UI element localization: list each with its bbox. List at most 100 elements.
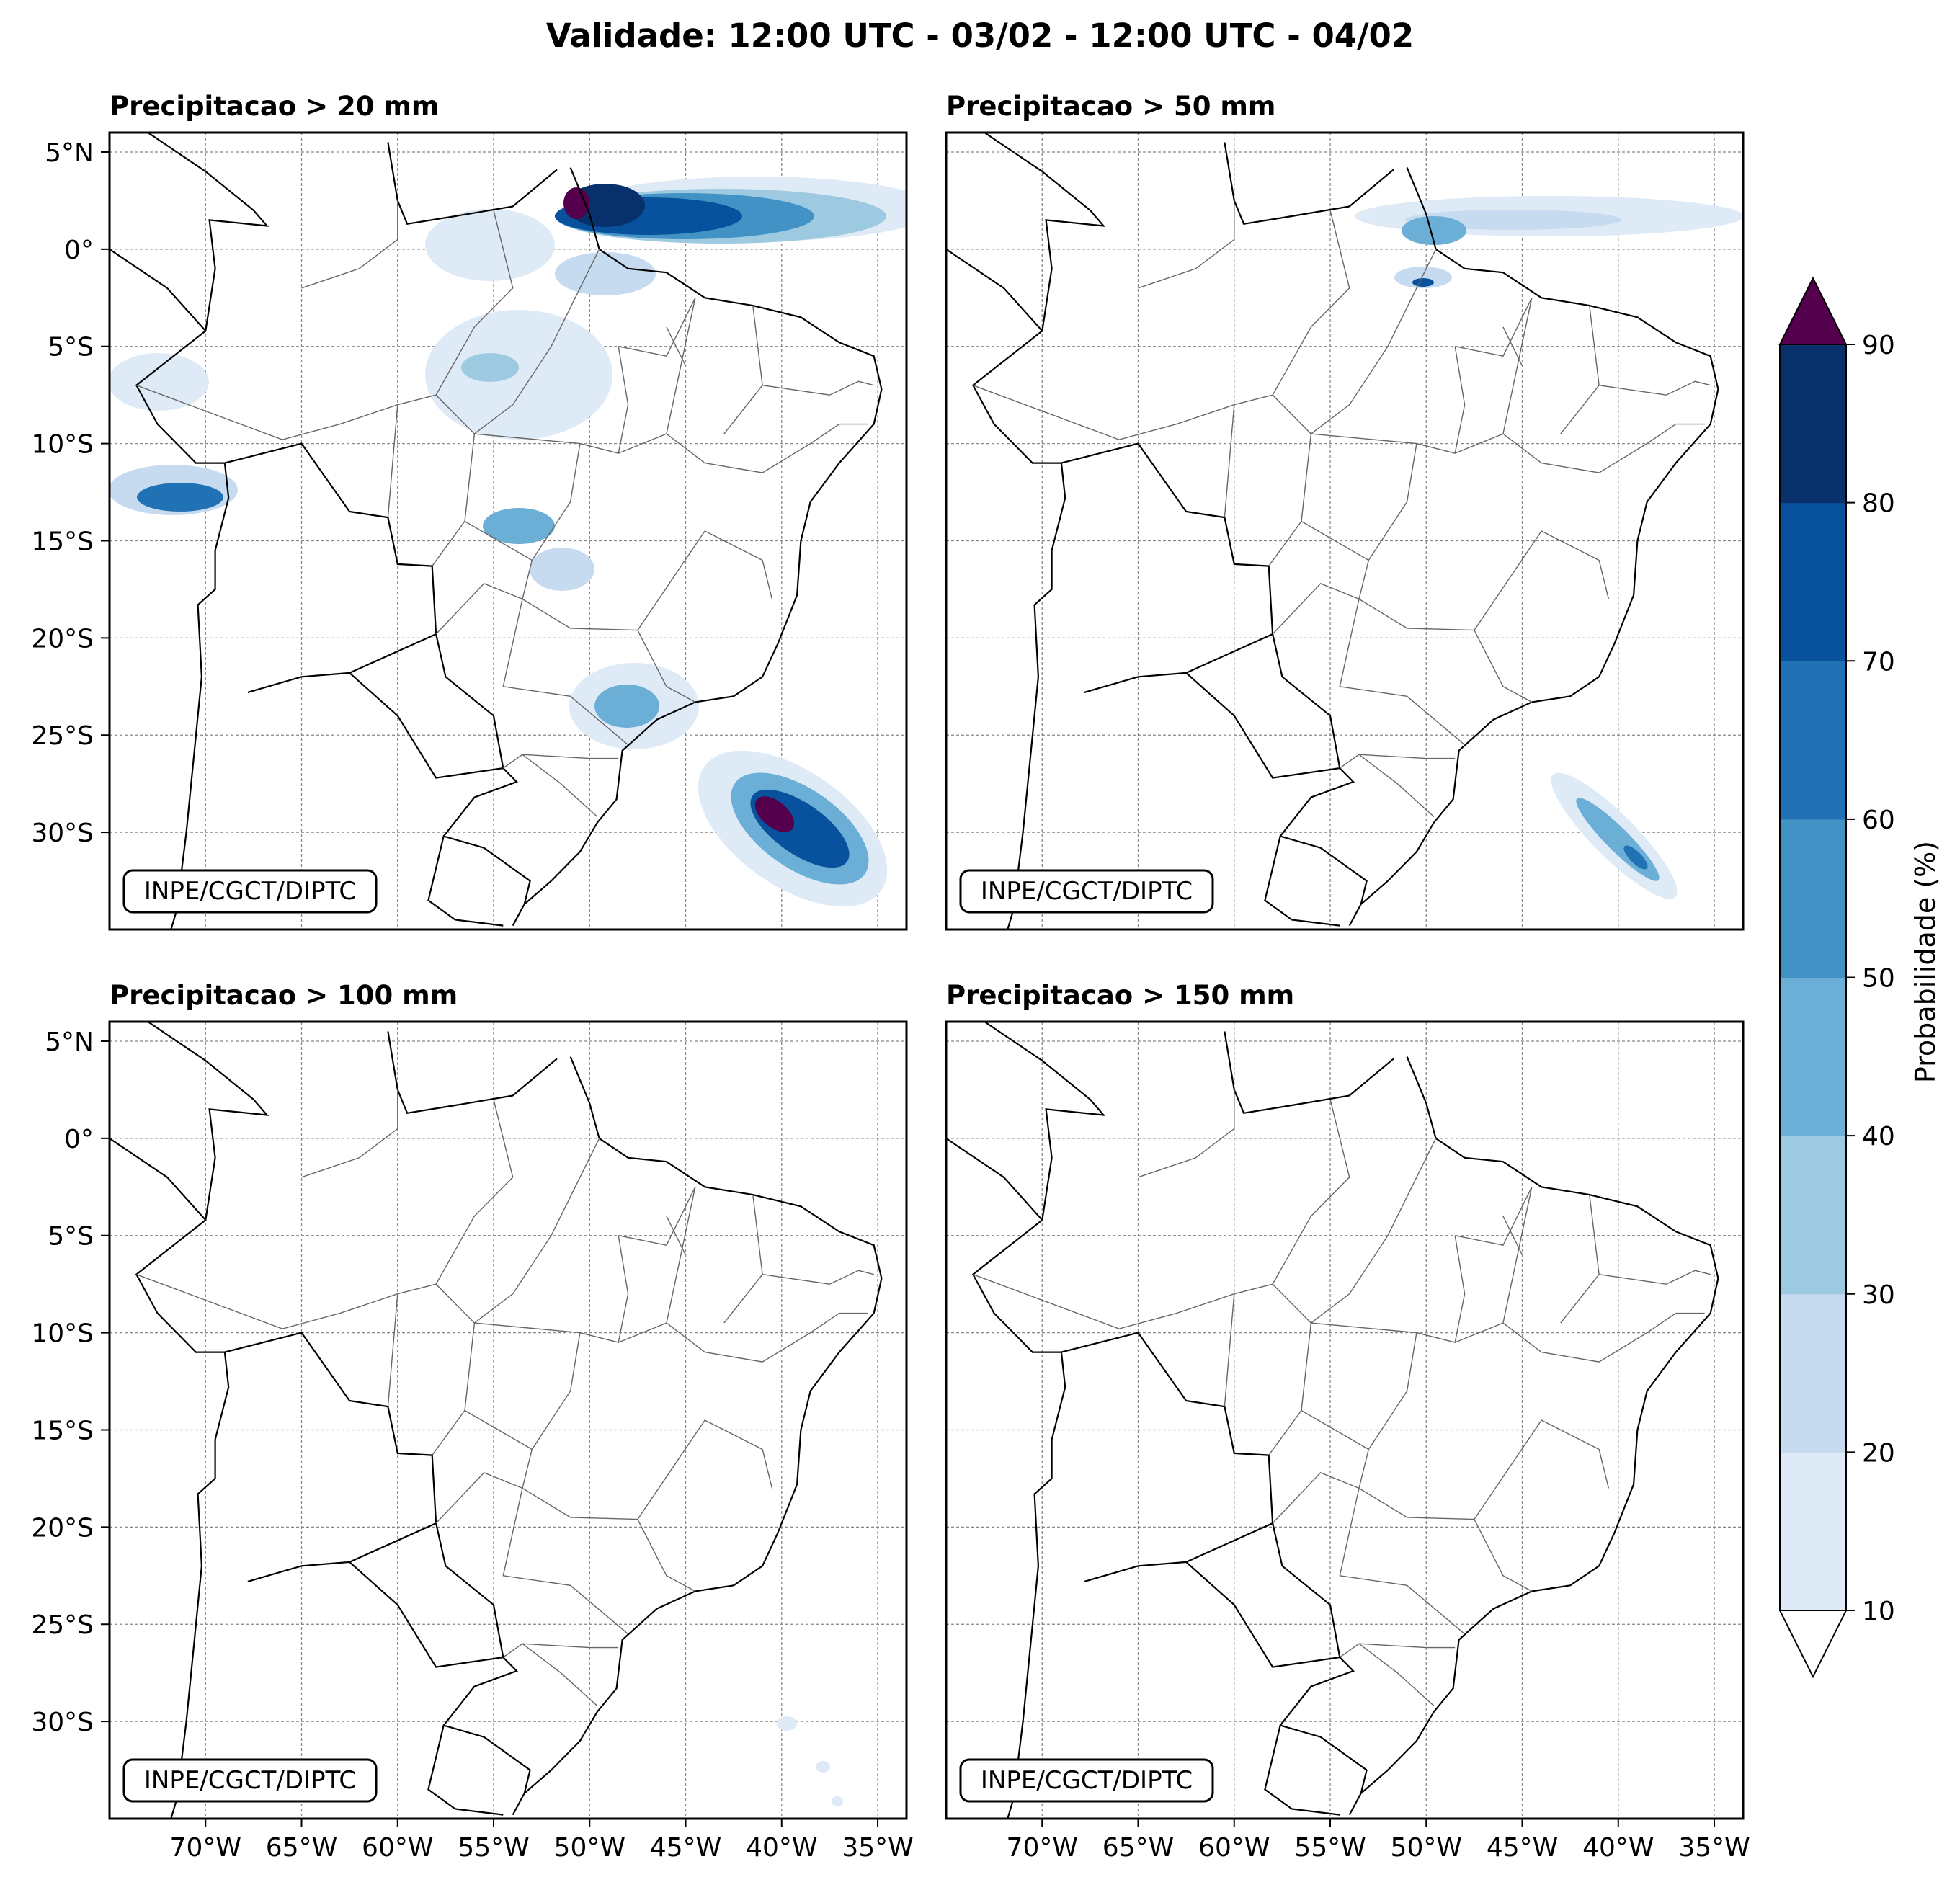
lon-tick-label: 70°W (1007, 1833, 1078, 1863)
panel-precip-100mm: Precipitacao > 100 mm INPE/CGCT/DIPTC 5°… (31, 980, 913, 1863)
colorbar-under-arrow (1778, 1610, 1848, 1679)
state-border (1301, 1409, 1369, 1450)
state-border (464, 1409, 533, 1450)
state-border (502, 1643, 619, 1658)
lon-tick-label: 45°W (1487, 1833, 1558, 1863)
credit-text: INPE/CGCT/DIPTC (981, 877, 1193, 906)
state-border (1224, 404, 1235, 518)
lat-tick-label: 5°N (45, 138, 94, 168)
colorbar-tick-label: 70 (1862, 647, 1895, 677)
lon-tick-label: 50°W (1391, 1833, 1462, 1863)
country-border (512, 167, 883, 927)
lon-tick-label: 65°W (1102, 1833, 1174, 1863)
figure-title: Validade: 12:00 UTC - 03/02 - 12:00 UTC … (546, 17, 1414, 55)
state-border (435, 1099, 514, 1285)
credit-box: INPE/CGCT/DIPTC (959, 869, 1214, 914)
country-border (1061, 442, 1274, 693)
lon-tick-label: 60°W (362, 1833, 433, 1863)
map-frame (946, 1022, 1743, 1819)
lat-tick-label: 5°N (45, 1027, 94, 1057)
colorbar-segment (1780, 1136, 1846, 1295)
country-border (1348, 167, 1719, 927)
country-border (946, 1137, 1066, 1819)
colorbar-segment (1780, 977, 1846, 1136)
state-border (1138, 1089, 1235, 1178)
state-border (1224, 1293, 1235, 1407)
lat-tick-label: 0° (64, 236, 94, 265)
state-border (435, 210, 514, 396)
lat-tick-label: 15°S (31, 527, 94, 556)
colorbar-tick-label: 50 (1862, 964, 1895, 994)
panel-precip-50mm: Precipitacao > 50 mm INPE/CGCT/DIPTC (945, 91, 1745, 931)
state-border (522, 1643, 598, 1707)
colorbar-over-arrow (1778, 276, 1848, 345)
colorbar-tick-label: 80 (1862, 489, 1895, 519)
lat-tick-label: 20°S (31, 624, 94, 654)
country-border (110, 1137, 230, 1819)
country-border (1224, 1031, 1394, 1115)
state-border (637, 630, 696, 703)
state-border (1301, 520, 1369, 561)
country-border (224, 1332, 437, 1582)
state-border (618, 297, 696, 357)
state-border (810, 423, 868, 445)
basemap-borders (946, 1022, 1719, 1819)
country-border (110, 248, 230, 929)
country-border (1279, 1657, 1355, 1726)
country-border (1348, 1056, 1719, 1816)
panel-precip-150mm: Precipitacao > 150 mm INPE/CGCT/DIPTC 70… (945, 980, 1750, 1863)
state-border (1502, 433, 1648, 473)
country-border (147, 1022, 270, 1221)
lon-tick-label: 40°W (1582, 1833, 1654, 1863)
state-border (1455, 1186, 1533, 1246)
state-border (1272, 210, 1350, 396)
credit-text: INPE/CGCT/DIPTC (144, 1766, 356, 1795)
credit-text: INPE/CGCT/DIPTC (981, 1766, 1193, 1795)
precip-shading (777, 1716, 843, 1806)
state-border (666, 1216, 687, 1256)
country-border (442, 1657, 518, 1726)
gridlines (110, 1022, 906, 1819)
state-border (637, 1419, 773, 1520)
lat-tick-label: 5°S (48, 1222, 94, 1252)
state-border (1358, 1332, 1474, 1520)
state-border (1454, 346, 1466, 454)
state-border (473, 249, 600, 434)
country-border (1224, 142, 1394, 226)
credit-text: INPE/CGCT/DIPTC (144, 877, 356, 906)
map-frame (946, 133, 1743, 929)
state-border (618, 1235, 629, 1343)
state-border (387, 1293, 398, 1407)
state-border (1455, 297, 1533, 357)
state-border (1272, 1099, 1350, 1285)
lat-tick-label: 25°S (31, 1610, 94, 1640)
lat-tick-label: 5°S (48, 333, 94, 362)
state-border (301, 200, 398, 289)
colorbar-tick-label: 60 (1862, 806, 1895, 835)
colorbar-segment (1780, 819, 1846, 978)
state-border (1310, 249, 1437, 434)
lon-tick-label: 60°W (1198, 1833, 1270, 1863)
state-border (1474, 1519, 1533, 1592)
state-border (1454, 1235, 1466, 1343)
panel-title: Precipitacao > 100 mm (110, 980, 458, 1011)
state-border (1272, 582, 1360, 635)
country-border (512, 1056, 883, 1816)
lat-tick-label: 10°S (31, 430, 94, 460)
state-border (1339, 599, 1466, 746)
lat-tick-label: 15°S (31, 1416, 94, 1445)
credit-box: INPE/CGCT/DIPTC (959, 1758, 1214, 1803)
country-border (984, 133, 1106, 331)
colorbar-tick-label: 40 (1862, 1122, 1895, 1151)
state-border (1502, 1322, 1648, 1363)
state-border (762, 1270, 874, 1285)
country-border (387, 142, 558, 226)
panel-precip-20mm: Precipitacao > 20 mm (31, 91, 908, 931)
state-border (1474, 630, 1533, 703)
colorbar-tick-label: 90 (1862, 331, 1895, 360)
lat-tick-label: 25°S (31, 721, 94, 751)
lon-tick-label: 35°W (1678, 1833, 1750, 1863)
country-border (224, 442, 437, 693)
colorbar-segment (1780, 1293, 1846, 1453)
